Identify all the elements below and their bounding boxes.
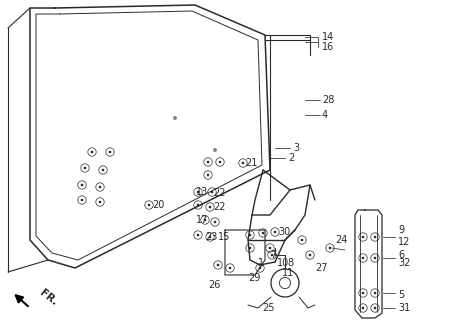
Circle shape (262, 232, 264, 234)
Circle shape (209, 206, 211, 208)
Text: 12: 12 (398, 237, 410, 247)
Circle shape (329, 247, 331, 249)
Circle shape (217, 264, 219, 266)
Text: 25: 25 (262, 303, 274, 313)
Circle shape (362, 307, 364, 309)
Circle shape (271, 254, 273, 256)
Circle shape (274, 231, 276, 233)
Circle shape (362, 292, 364, 294)
Circle shape (204, 219, 206, 221)
Circle shape (148, 204, 150, 206)
Circle shape (197, 234, 199, 236)
Text: 27: 27 (315, 263, 328, 273)
Text: 11: 11 (282, 268, 294, 278)
Circle shape (374, 257, 376, 259)
Circle shape (91, 151, 93, 153)
Text: 9: 9 (398, 225, 404, 235)
Circle shape (259, 267, 261, 269)
Text: 8: 8 (287, 258, 293, 268)
Circle shape (173, 116, 177, 120)
Text: FR.: FR. (38, 288, 59, 308)
Text: 2: 2 (288, 153, 294, 163)
Circle shape (207, 174, 209, 176)
Circle shape (269, 247, 271, 249)
Text: 29: 29 (248, 273, 260, 283)
Circle shape (197, 204, 199, 206)
Circle shape (218, 161, 221, 163)
Text: 23: 23 (205, 232, 218, 242)
Circle shape (249, 234, 251, 236)
Text: 4: 4 (322, 110, 328, 120)
Circle shape (99, 186, 101, 188)
Text: 22: 22 (213, 202, 225, 212)
Circle shape (229, 267, 231, 269)
Text: 10: 10 (277, 258, 289, 268)
Circle shape (109, 151, 111, 153)
Circle shape (102, 169, 104, 171)
Circle shape (374, 307, 376, 309)
Circle shape (213, 148, 217, 152)
Circle shape (209, 236, 211, 238)
Circle shape (214, 221, 216, 223)
Text: 28: 28 (322, 95, 334, 105)
Circle shape (207, 161, 209, 163)
Text: 31: 31 (398, 303, 410, 313)
Text: 32: 32 (398, 258, 410, 268)
Text: 15: 15 (218, 232, 230, 242)
Circle shape (197, 191, 199, 193)
Text: 30: 30 (278, 227, 290, 237)
Circle shape (301, 239, 303, 241)
Text: 1: 1 (258, 258, 264, 268)
Circle shape (362, 236, 364, 238)
Text: 20: 20 (152, 200, 164, 210)
Text: 17: 17 (196, 215, 208, 225)
Circle shape (84, 167, 86, 169)
Text: 16: 16 (322, 42, 334, 52)
Text: 26: 26 (208, 280, 220, 290)
Circle shape (374, 292, 376, 294)
Text: 13: 13 (196, 187, 208, 197)
Text: 24: 24 (335, 235, 347, 245)
Circle shape (81, 184, 83, 186)
Circle shape (362, 257, 364, 259)
Circle shape (242, 162, 244, 164)
Text: 7: 7 (270, 250, 276, 260)
Text: 3: 3 (293, 143, 299, 153)
Text: 6: 6 (398, 250, 404, 260)
Circle shape (309, 254, 311, 256)
Text: 22: 22 (213, 188, 225, 198)
Circle shape (249, 247, 251, 249)
Circle shape (81, 199, 83, 201)
Circle shape (211, 191, 213, 193)
Text: 21: 21 (245, 158, 257, 168)
Text: 5: 5 (398, 290, 404, 300)
Circle shape (99, 201, 101, 203)
Text: 14: 14 (322, 32, 334, 42)
Circle shape (374, 236, 376, 238)
